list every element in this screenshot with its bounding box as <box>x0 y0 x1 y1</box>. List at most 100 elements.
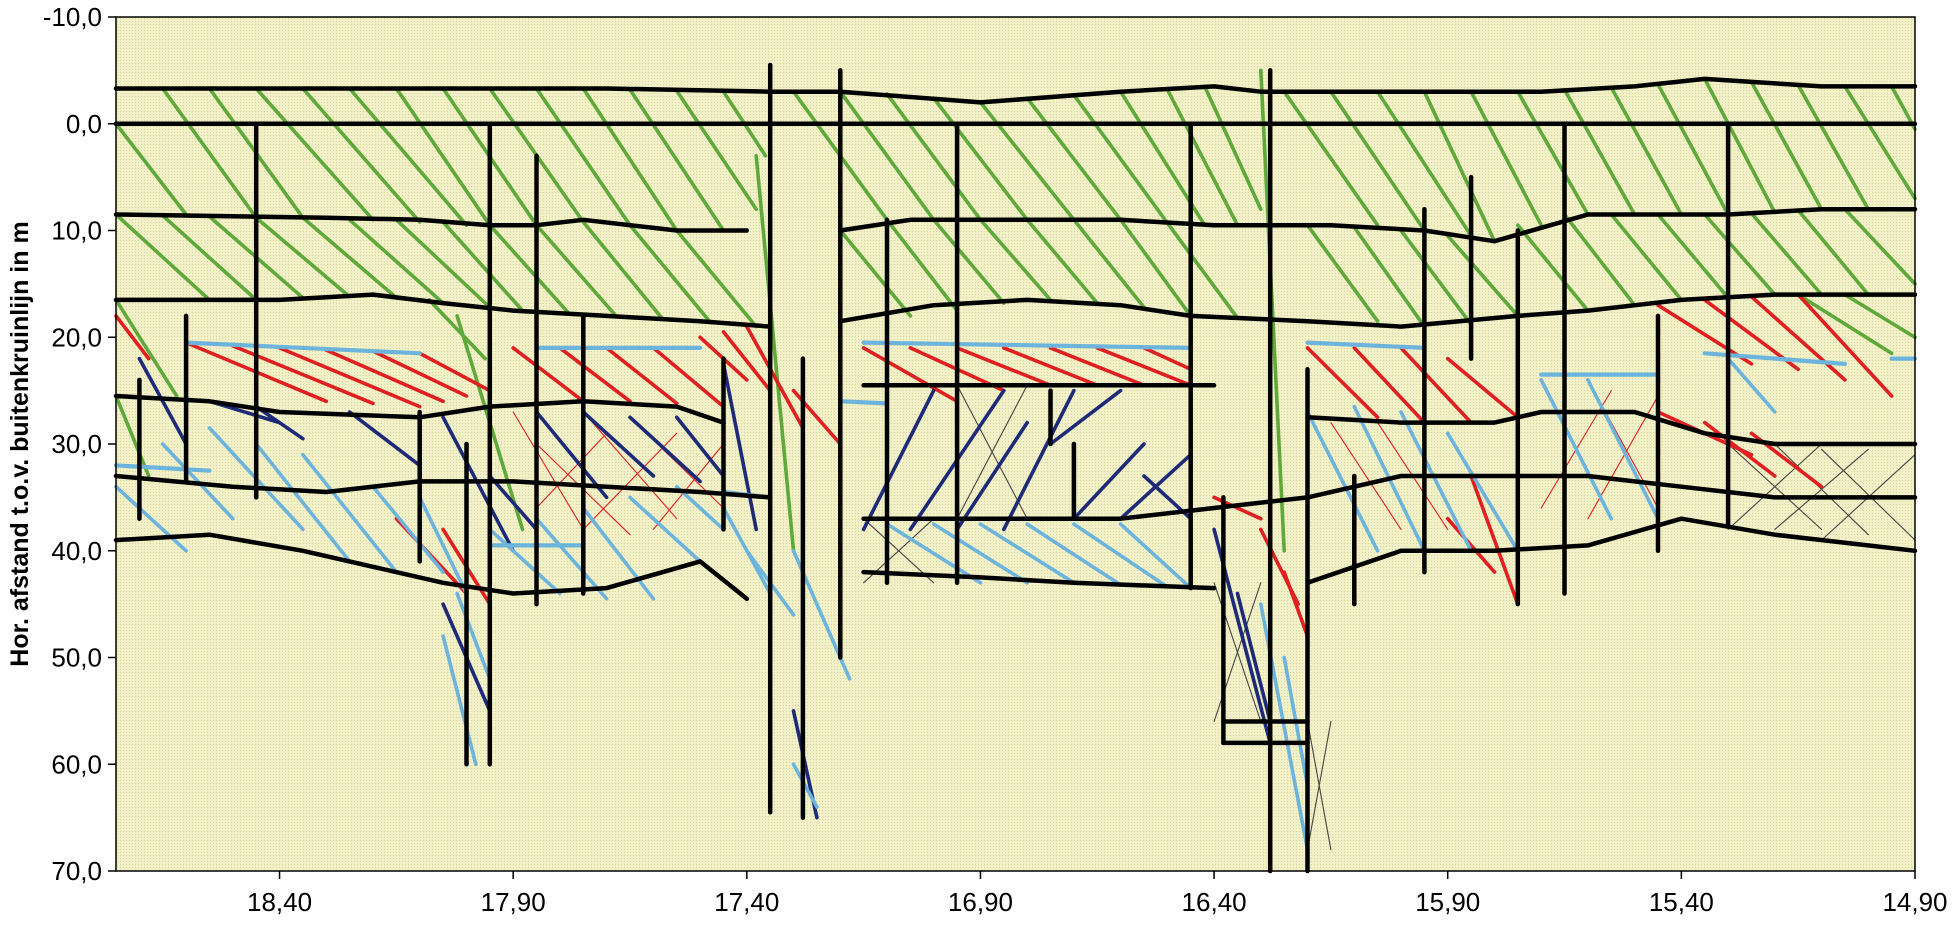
series-green-line <box>1025 96 1123 222</box>
series-lightblue-line <box>581 506 656 601</box>
series-green-line <box>441 220 525 313</box>
series-red-line <box>417 351 492 393</box>
series-navy-line <box>1001 388 1076 532</box>
series-green-line <box>1118 218 1193 318</box>
series-green-line <box>1025 218 1100 305</box>
series-navy-line <box>861 388 936 532</box>
y-tick-label: 10,0 <box>51 216 102 246</box>
series-red-line <box>1469 474 1520 606</box>
series-green-line <box>1609 212 1684 302</box>
series-black-line <box>113 532 750 602</box>
series-green-line <box>838 228 913 318</box>
series-lightblue-line <box>1445 431 1520 553</box>
series-red-line <box>1048 346 1146 388</box>
series-green-line <box>1282 89 1380 227</box>
series-thin-line <box>1727 443 1823 530</box>
series-lightblue-line <box>114 484 188 553</box>
series-navy-line <box>1072 442 1146 521</box>
series-lightblue-line <box>254 442 352 564</box>
series-green-line <box>931 218 1006 305</box>
series-green-line <box>581 220 665 321</box>
series-navy-line <box>1235 591 1272 724</box>
series-navy-line <box>487 474 539 532</box>
series-red-line <box>1445 516 1497 574</box>
series-black-line <box>113 76 1918 105</box>
series-green-line <box>347 218 445 305</box>
series-red-line <box>1330 422 1402 530</box>
y-tick-label: 50,0 <box>51 643 102 673</box>
series-lightblue-line <box>371 484 445 574</box>
series-red-line <box>1142 346 1193 372</box>
series-green-line <box>1072 218 1146 310</box>
y-axis-label: Hor. afstand t.o.v. buitenkruinlijn in m <box>6 221 34 666</box>
series-green-line <box>1796 83 1871 211</box>
series-green-line <box>427 298 487 361</box>
series-red-line <box>744 324 805 430</box>
series-red-line <box>1305 346 1380 420</box>
series-green-line <box>1165 87 1240 227</box>
x-tick-label: 15,40 <box>1649 887 1714 917</box>
series-green-line <box>885 218 959 313</box>
series-navy-line <box>534 410 609 500</box>
series-red-line <box>1095 346 1193 388</box>
series-red-line <box>1702 420 1777 478</box>
series-green-line <box>931 96 1029 222</box>
series-lightblue-line <box>441 634 478 767</box>
series-black-line <box>113 292 773 329</box>
series-green-line <box>1843 84 1917 201</box>
series-green-line <box>1656 82 1730 217</box>
series-green-line <box>754 154 796 553</box>
series-red-line <box>324 348 445 404</box>
series-lightblue-line <box>301 452 399 574</box>
series-green-line <box>1375 89 1473 238</box>
series-lightblue-line <box>417 495 469 596</box>
series-red-line <box>1282 570 1310 638</box>
series-green-line <box>114 298 179 398</box>
series-green-line <box>114 394 151 478</box>
series-navy-line <box>721 362 759 532</box>
series-layer <box>113 62 1918 874</box>
series-green-line <box>394 218 492 310</box>
series-green-line <box>254 215 352 299</box>
series-green-line <box>1352 225 1427 329</box>
series-lightblue-line <box>1586 378 1660 521</box>
series-lightblue-boundary-band <box>113 340 1918 548</box>
x-tick-label: 17,90 <box>481 887 546 917</box>
x-tick-label: 15,90 <box>1415 887 1480 917</box>
series-navy-line <box>347 410 422 468</box>
series-red-line <box>1796 292 1894 398</box>
series-green-line <box>1609 85 1684 217</box>
series-green-line <box>1562 212 1637 308</box>
series-lightblue-line <box>791 762 819 809</box>
series-lightblue-line <box>1305 340 1427 350</box>
series-red-line <box>512 411 584 530</box>
series-green-line <box>581 86 679 233</box>
y-tick-label: 20,0 <box>51 322 102 352</box>
series-red-line <box>114 314 151 361</box>
series-red-line <box>1445 356 1520 420</box>
series-green-line <box>160 213 259 302</box>
series-red-line <box>861 346 959 404</box>
series-green-line <box>674 228 759 329</box>
series-green-line <box>1202 84 1263 211</box>
series-green-line <box>301 215 399 300</box>
series-green-line <box>301 86 422 224</box>
series-green-line <box>1562 87 1637 217</box>
series-green-line <box>1702 77 1777 215</box>
series-red-line <box>511 346 586 404</box>
x-tick-label: 14,90 <box>1882 887 1947 917</box>
series-green-line <box>1445 234 1520 318</box>
series-green-line <box>114 122 188 217</box>
x-tick-label: 17,40 <box>714 887 779 917</box>
series-red-line <box>582 432 678 530</box>
x-axis: 18,40 17,90 17,40 16,90 16,40 15,90 15,40 14,90 <box>247 871 1948 917</box>
series-black-line <box>838 292 1918 329</box>
series-red-line <box>1352 346 1427 425</box>
series-green-line <box>1656 212 1730 300</box>
series-red-line <box>652 443 725 530</box>
series-lightblue-line <box>455 591 492 681</box>
series-green-line <box>1165 221 1240 320</box>
series-green-line <box>1469 89 1543 227</box>
series-red-line <box>558 346 632 404</box>
series-green-line <box>1516 89 1590 217</box>
